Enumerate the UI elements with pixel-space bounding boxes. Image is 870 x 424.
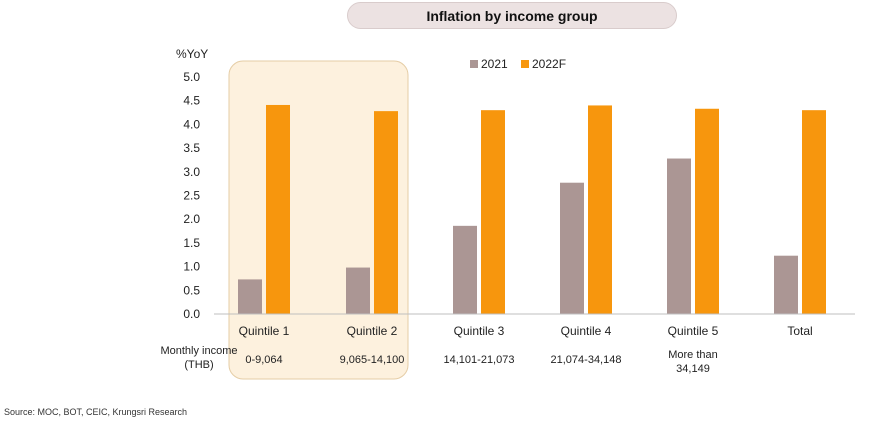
y-tick-label: 3.5 [183, 141, 200, 155]
bar-2021-quintile-1 [238, 279, 262, 314]
y-tick-label: 1.0 [183, 260, 200, 274]
bar-2022F-quintile-2 [374, 111, 398, 315]
bar-2021-quintile-3 [453, 225, 477, 314]
bar-2022F-total [802, 110, 826, 315]
y-tick-label: 0.5 [183, 283, 200, 297]
income-range-label: 21,074-34,148 [551, 354, 622, 366]
legend-swatch-2021 [470, 60, 478, 68]
source-note: Source: MOC, BOT, CEIC, Krungsri Researc… [4, 407, 188, 417]
y-tick-label: 4.0 [183, 117, 200, 131]
income-range-label: More than [668, 349, 718, 361]
y-tick-label: 4.5 [183, 94, 200, 108]
income-range-label: 14,101-21,073 [444, 354, 515, 366]
category-label: Quintile 1 [239, 324, 290, 338]
y-tick-label: 5.0 [183, 70, 200, 84]
bar-2022F-quintile-1 [266, 104, 290, 314]
y-tick-label: 2.5 [183, 189, 200, 203]
category-label: Quintile 5 [668, 324, 719, 338]
bar-2022F-quintile-3 [481, 110, 505, 315]
legend-label-2021: 2021 [481, 57, 508, 71]
income-label-line2: (THB) [184, 359, 214, 371]
income-label-line1: Monthly income [160, 345, 238, 357]
bar-2022F-quintile-5 [695, 108, 719, 315]
y-tick-label: 2.0 [183, 212, 200, 226]
legend-swatch-2022F [521, 60, 529, 68]
y-tick-label: 0.0 [183, 307, 200, 321]
bar-2021-quintile-5 [667, 158, 691, 314]
category-label: Quintile 3 [454, 324, 505, 338]
income-range-label: 9,065-14,100 [340, 354, 405, 366]
y-axis-label: %YoY [176, 47, 208, 61]
bar-2022F-quintile-4 [588, 105, 612, 314]
income-range-label: 34,149 [676, 363, 710, 375]
category-label: Quintile 4 [561, 324, 612, 338]
y-tick-label: 1.5 [183, 236, 200, 250]
category-label: Quintile 2 [347, 324, 398, 338]
legend-label-2022F: 2022F [532, 57, 566, 71]
income-label: Monthly income (THB) [140, 344, 258, 372]
y-tick-label: 3.0 [183, 165, 200, 179]
chart-title: Inflation by income group [347, 2, 677, 29]
income-range-label: 0-9,064 [245, 354, 282, 366]
category-label: Total [787, 324, 812, 338]
bar-2021-quintile-4 [560, 182, 584, 314]
bar-2021-quintile-2 [346, 267, 370, 314]
bar-2021-total [774, 255, 798, 314]
